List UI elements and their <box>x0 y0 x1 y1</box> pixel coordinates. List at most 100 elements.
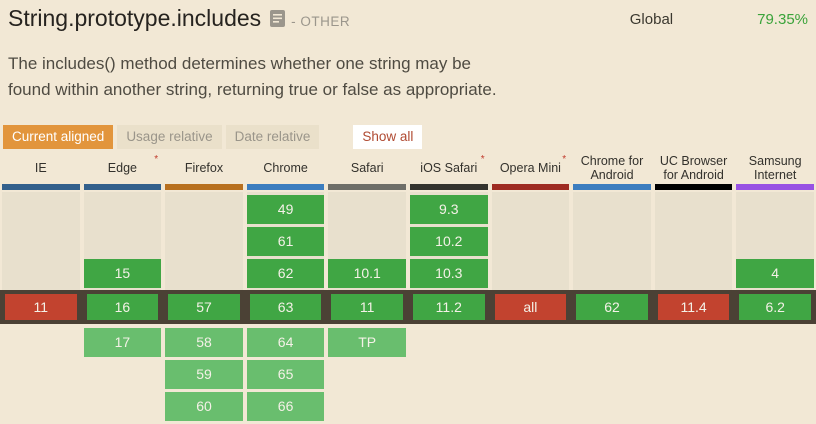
current-version-cell: 63 <box>249 293 322 320</box>
past-column-chrome: 49 61 62 <box>246 191 325 290</box>
future-column-chrome-for-android <box>573 328 651 424</box>
future-column-samsung-internet <box>736 328 814 424</box>
column-header-ios-safari: iOS Safari * <box>410 153 488 184</box>
current-version-cell: 11.2 <box>412 293 485 320</box>
current-column-uc-browser-for-android: 11.4 <box>655 293 733 320</box>
support-table: IE Edge * Firefox Chrome Safari iOS Safari * Ope… <box>0 153 816 424</box>
current-version-cell: 16 <box>86 293 159 320</box>
current-column-firefox: 57 <box>165 293 243 320</box>
past-versions-area: 15 49 61 62 10.1 9.3 10.2 10.3 4 <box>0 191 816 290</box>
future-column-edge: 17 <box>83 327 162 424</box>
version-cell: 10.1 <box>328 258 406 288</box>
version-cell: 15 <box>83 258 162 288</box>
current-column-chrome: 63 <box>247 293 325 320</box>
column-header-chrome-for-android: Chrome for Android <box>573 153 651 184</box>
version-cell: 60 <box>165 391 243 421</box>
future-column-firefox: 58 59 60 <box>165 327 243 424</box>
global-usage-value: 79.35% <box>757 10 808 28</box>
feature-category: - OTHER <box>291 13 351 29</box>
past-column-edge: 15 <box>83 191 162 290</box>
brand-bar-row <box>0 183 816 190</box>
future-column-ie <box>2 328 80 424</box>
page-header: String.prototype.includes - OTHER Global… <box>0 0 816 34</box>
column-header-edge: Edge * <box>84 153 162 184</box>
future-column-uc-browser-for-android <box>655 328 733 424</box>
feature-description-line1: The includes() method determines whether… <box>8 54 472 73</box>
brand-bar-chrome <box>246 183 325 190</box>
version-cell: 59 <box>165 359 243 389</box>
document-icon <box>269 9 286 33</box>
past-column-chrome-for-android <box>573 191 651 290</box>
past-column-samsung-internet: 4 <box>736 191 814 290</box>
column-header-samsung-internet: Samsung Internet <box>736 153 814 184</box>
global-usage-label: Global <box>629 10 674 28</box>
future-column-ios-safari <box>410 328 488 424</box>
current-version-cell: 62 <box>576 293 648 320</box>
usage-relative-button[interactable]: Usage relative <box>117 124 222 149</box>
column-header-safari: Safari <box>328 153 406 184</box>
version-cell: TP <box>328 327 406 357</box>
future-versions-area: 17 58 59 60 64 65 66 TP <box>0 324 816 424</box>
past-column-ios-safari: 9.3 10.2 10.3 <box>409 191 488 290</box>
view-toolbar: Current aligned Usage relative Date rela… <box>0 124 816 149</box>
current-column-edge: 16 <box>84 293 162 320</box>
column-label: Opera Mini <box>499 161 561 176</box>
future-column-safari: TP <box>328 327 406 424</box>
column-header-uc-browser-for-android: UC Browser for Android <box>655 153 733 184</box>
version-cell: 61 <box>246 226 325 256</box>
column-header-ie: IE <box>2 153 80 184</box>
current-column-samsung-internet: 6.2 <box>736 293 814 320</box>
future-column-opera-mini <box>492 328 570 424</box>
past-column-ie <box>2 191 80 290</box>
brand-bar-chrome-for-android <box>573 183 651 190</box>
column-header-firefox: Firefox <box>165 153 243 184</box>
version-cell: 64 <box>246 327 325 357</box>
brand-bar-ie <box>2 183 80 190</box>
date-relative-button[interactable]: Date relative <box>225 124 320 149</box>
show-all-button[interactable]: Show all <box>353 124 423 149</box>
current-version-cell: 11 <box>331 293 403 320</box>
current-column-ie: 11 <box>2 293 80 320</box>
feature-description-line2: found within another string, returning t… <box>8 80 497 100</box>
brand-bar-safari <box>328 183 406 190</box>
column-label: Firefox <box>184 161 224 176</box>
version-cell: 58 <box>165 327 243 357</box>
current-version-cell: all <box>494 293 567 320</box>
page-title: String.prototype.includes <box>8 5 262 32</box>
column-header-chrome: Chrome <box>247 153 325 184</box>
note-asterisk: * <box>480 153 485 165</box>
feature-description: The includes() method determines whether… <box>0 51 816 104</box>
version-cell: 10.2 <box>409 226 488 256</box>
past-column-firefox <box>165 191 243 290</box>
past-column-uc-browser-for-android <box>654 191 733 290</box>
brand-bar-samsung-internet <box>736 183 814 190</box>
current-version-cell: 57 <box>168 293 240 320</box>
current-column-ios-safari: 11.2 <box>410 293 488 320</box>
brand-bar-ios-safari <box>409 183 488 190</box>
current-column-safari: 11 <box>328 293 406 320</box>
current-aligned-button[interactable]: Current aligned <box>3 124 114 149</box>
brand-bar-firefox <box>165 183 243 190</box>
brand-bar-uc-browser-for-android <box>654 183 733 190</box>
past-column-opera-mini <box>491 191 570 290</box>
version-cell: 17 <box>83 327 162 357</box>
past-column-safari: 10.1 <box>328 191 406 290</box>
browser-header-row: IE Edge * Firefox Chrome Safari iOS Safari * Ope… <box>0 153 816 184</box>
version-cell: 62 <box>246 258 325 288</box>
current-versions-band: 11 16 57 63 11 11.2 all 62 11.4 6.2 <box>0 289 816 324</box>
version-cell: 65 <box>246 359 325 389</box>
column-label: Safari <box>350 161 384 176</box>
brand-bar-opera-mini <box>491 183 570 190</box>
version-cell: 4 <box>736 258 814 288</box>
column-header-opera-mini: Opera Mini * <box>492 153 570 184</box>
note-asterisk: * <box>154 153 159 165</box>
column-label: iOS Safari <box>420 161 478 176</box>
version-cell: 10.3 <box>409 258 488 288</box>
brand-bar-edge <box>83 183 162 190</box>
current-column-opera-mini: all <box>492 293 570 320</box>
column-label: Edge <box>107 161 137 176</box>
column-label: Chrome <box>263 161 308 176</box>
current-version-cell: 11 <box>5 293 77 320</box>
current-version-cell: 11.4 <box>657 293 730 320</box>
current-version-cell: 6.2 <box>739 293 811 320</box>
